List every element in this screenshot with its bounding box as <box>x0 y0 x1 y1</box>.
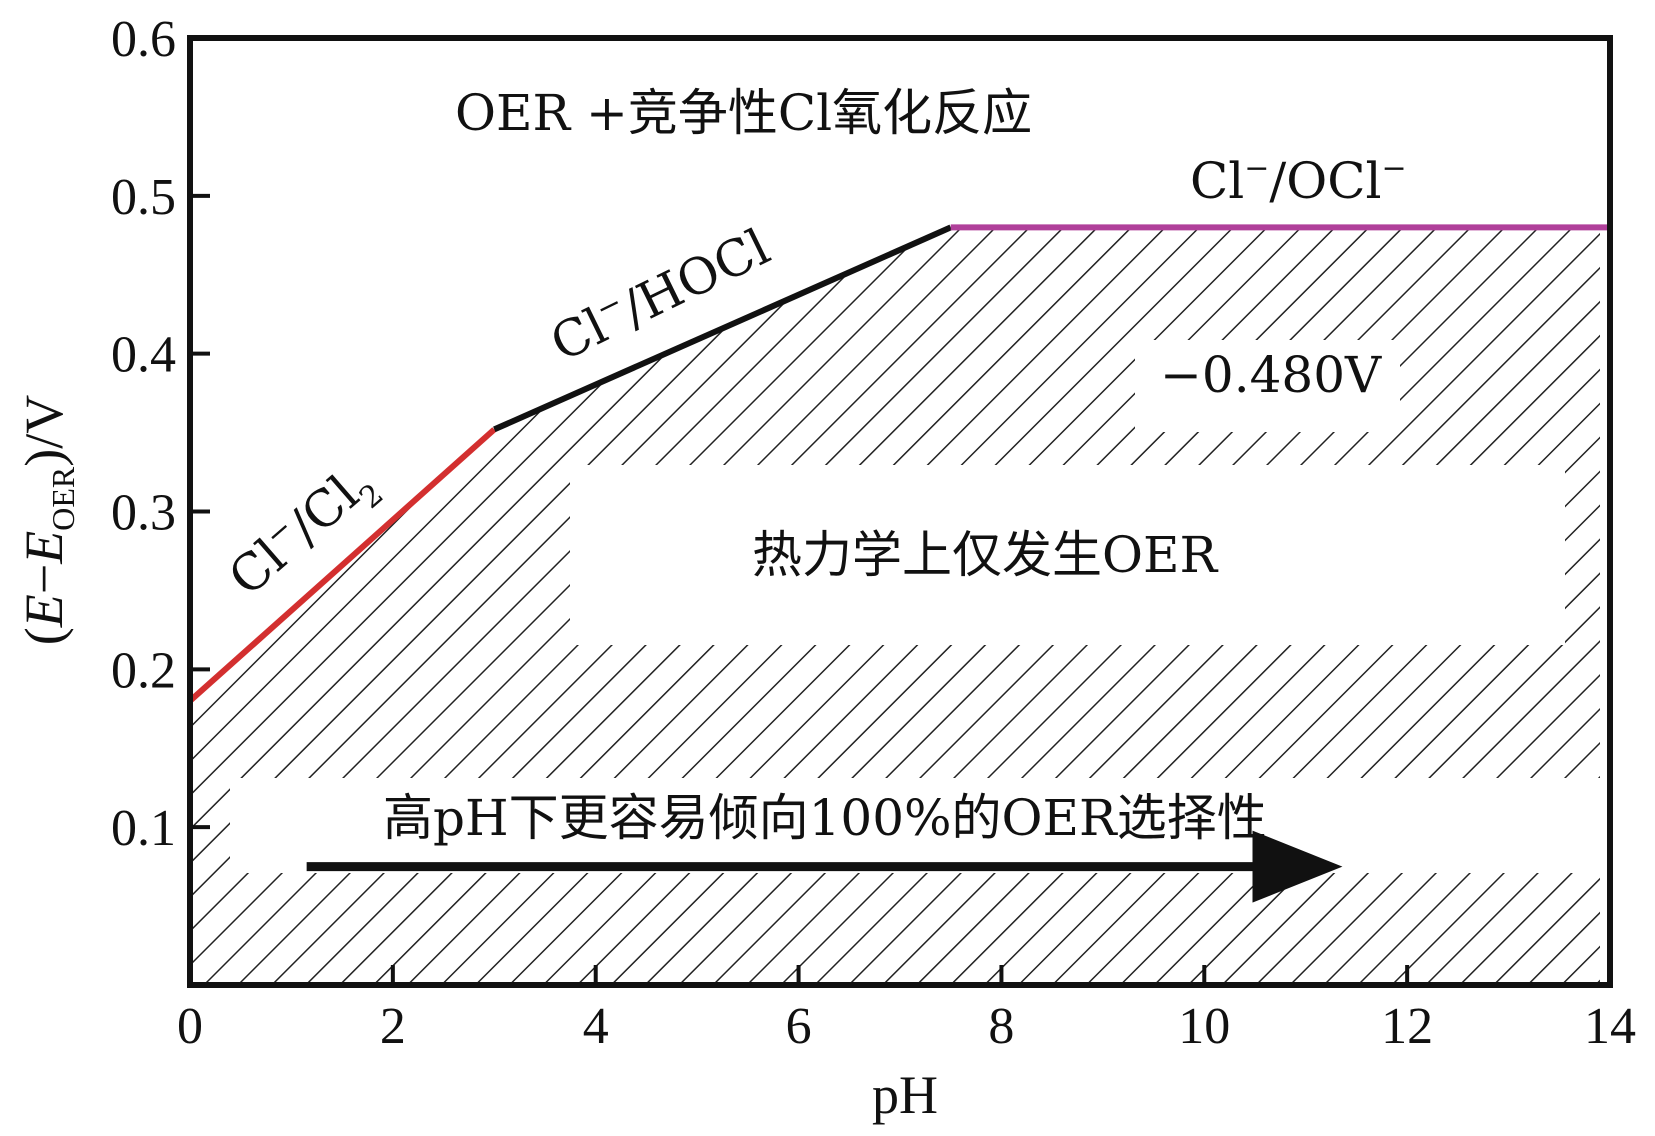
oer-only-label-panel <box>570 465 1565 645</box>
high-ph-selectivity-label: 高pH下更容易倾向100%的OER选择性 <box>383 789 1267 847</box>
x-tick-label: 4 <box>583 998 609 1055</box>
oer-only-label: 热力学上仅发生OER <box>752 526 1218 584</box>
y-axis-label: (E−EOER)/V <box>14 395 81 645</box>
ocl-line-label: Cl−/OCl− <box>1190 151 1407 210</box>
x-tick-label: 10 <box>1178 998 1230 1055</box>
value-label-panel <box>1135 340 1400 432</box>
top-region-label: OER +竞争性Cl氧化反应 <box>455 84 1032 142</box>
x-tick-label: 6 <box>786 998 812 1055</box>
x-axis-label: pH <box>872 1065 938 1125</box>
y-tick-label: 0.4 <box>111 327 176 384</box>
series-layer <box>188 224 1610 704</box>
series-line-1 <box>188 427 497 704</box>
x-tick-label: 8 <box>988 998 1014 1055</box>
x-tick-label: 0 <box>177 998 203 1055</box>
series-line-2 <box>493 224 952 433</box>
potential-value-label: −0.480V <box>1160 346 1382 404</box>
x-tick-label: 2 <box>380 998 406 1055</box>
x-tick-label: 12 <box>1381 998 1433 1055</box>
y-tick-label: 0.5 <box>111 169 176 226</box>
x-tick-label: 14 <box>1584 998 1636 1055</box>
high-ph-label-panel <box>230 778 1600 873</box>
y-tick-label: 0.3 <box>111 485 176 542</box>
y-tick-label: 0.2 <box>111 642 176 699</box>
y-tick-label: 0.6 <box>111 11 176 68</box>
tick-layer: 0 2 4 6 8 10 12 14 0.1 0.2 0.3 0.4 0.5 0.6 <box>111 11 1636 1055</box>
y-tick-label: 0.1 <box>111 800 176 857</box>
